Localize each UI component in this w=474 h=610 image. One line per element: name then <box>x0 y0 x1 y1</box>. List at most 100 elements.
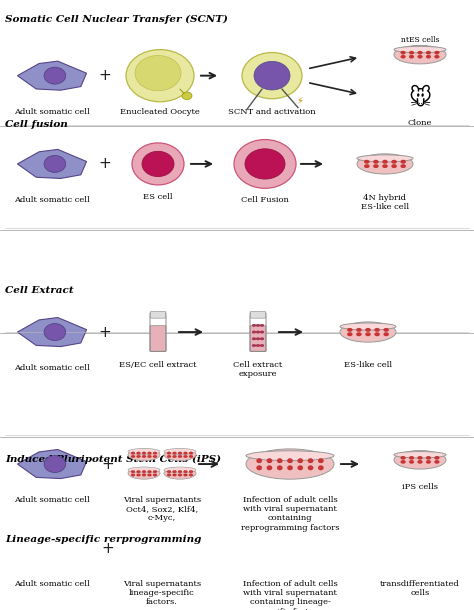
Text: 🐭: 🐭 <box>409 87 432 109</box>
Ellipse shape <box>147 536 152 539</box>
Ellipse shape <box>426 55 431 59</box>
Polygon shape <box>18 450 87 479</box>
Text: Cell fusion: Cell fusion <box>5 120 68 129</box>
Ellipse shape <box>392 164 397 168</box>
Text: SCNT and activation: SCNT and activation <box>228 107 316 116</box>
Ellipse shape <box>277 542 283 547</box>
FancyBboxPatch shape <box>151 312 165 318</box>
Ellipse shape <box>426 456 431 459</box>
Ellipse shape <box>256 331 260 333</box>
Ellipse shape <box>287 465 292 470</box>
Ellipse shape <box>189 452 193 454</box>
Ellipse shape <box>409 461 414 464</box>
Ellipse shape <box>246 533 334 563</box>
Ellipse shape <box>245 149 285 179</box>
Ellipse shape <box>183 470 188 473</box>
Ellipse shape <box>401 55 405 59</box>
Ellipse shape <box>252 337 256 340</box>
Ellipse shape <box>147 452 152 454</box>
Ellipse shape <box>153 455 157 458</box>
Ellipse shape <box>189 470 193 473</box>
Ellipse shape <box>189 554 193 557</box>
Ellipse shape <box>142 474 146 476</box>
Text: ES/EC cell extract: ES/EC cell extract <box>119 361 197 368</box>
Ellipse shape <box>167 539 171 542</box>
Ellipse shape <box>435 51 439 54</box>
Ellipse shape <box>260 324 264 326</box>
Ellipse shape <box>135 56 181 91</box>
Ellipse shape <box>260 337 264 340</box>
Ellipse shape <box>409 55 414 59</box>
Ellipse shape <box>167 554 171 557</box>
Ellipse shape <box>128 551 160 557</box>
Ellipse shape <box>256 337 260 340</box>
Text: ES cell: ES cell <box>143 193 173 201</box>
Ellipse shape <box>164 533 196 539</box>
Ellipse shape <box>409 51 414 54</box>
Ellipse shape <box>189 536 193 539</box>
Ellipse shape <box>164 467 196 479</box>
Ellipse shape <box>183 474 188 476</box>
Polygon shape <box>18 149 87 179</box>
Ellipse shape <box>426 51 431 54</box>
Ellipse shape <box>287 459 292 463</box>
Ellipse shape <box>178 539 182 542</box>
Ellipse shape <box>189 539 193 542</box>
Ellipse shape <box>142 452 146 454</box>
Ellipse shape <box>365 332 371 336</box>
Ellipse shape <box>252 344 256 346</box>
Ellipse shape <box>401 160 406 163</box>
Text: Adult somatic cell: Adult somatic cell <box>14 196 90 204</box>
Ellipse shape <box>182 92 192 99</box>
Text: +: + <box>99 68 111 83</box>
Ellipse shape <box>365 164 369 168</box>
Ellipse shape <box>173 474 176 476</box>
Ellipse shape <box>44 540 66 556</box>
Ellipse shape <box>164 449 196 461</box>
Ellipse shape <box>252 324 256 326</box>
Ellipse shape <box>137 455 140 458</box>
Ellipse shape <box>178 558 182 561</box>
Ellipse shape <box>142 554 146 557</box>
Ellipse shape <box>189 455 193 458</box>
Ellipse shape <box>142 536 146 539</box>
Ellipse shape <box>374 164 378 168</box>
Ellipse shape <box>318 465 323 470</box>
Ellipse shape <box>173 539 176 542</box>
Ellipse shape <box>137 536 140 539</box>
Text: Adult somatic cell: Adult somatic cell <box>14 364 90 372</box>
Ellipse shape <box>287 542 292 547</box>
Ellipse shape <box>183 455 188 458</box>
Text: Adult somatic cell: Adult somatic cell <box>14 496 90 504</box>
Ellipse shape <box>147 474 152 476</box>
Ellipse shape <box>267 542 272 547</box>
Ellipse shape <box>256 344 260 346</box>
Ellipse shape <box>298 550 303 554</box>
Ellipse shape <box>167 470 171 473</box>
Ellipse shape <box>44 323 66 340</box>
Ellipse shape <box>418 461 422 464</box>
Ellipse shape <box>434 558 440 562</box>
Ellipse shape <box>189 474 193 476</box>
Ellipse shape <box>298 459 303 463</box>
FancyBboxPatch shape <box>250 312 265 318</box>
Ellipse shape <box>256 542 262 547</box>
Ellipse shape <box>164 551 196 563</box>
Ellipse shape <box>256 465 262 470</box>
Ellipse shape <box>132 143 184 185</box>
Ellipse shape <box>406 530 412 534</box>
Ellipse shape <box>246 535 334 545</box>
Ellipse shape <box>287 550 292 554</box>
Ellipse shape <box>178 452 182 454</box>
Ellipse shape <box>394 46 446 53</box>
Ellipse shape <box>128 551 160 563</box>
FancyBboxPatch shape <box>150 326 166 351</box>
Ellipse shape <box>308 465 313 470</box>
Ellipse shape <box>396 540 402 544</box>
Ellipse shape <box>356 332 361 336</box>
Polygon shape <box>18 61 87 90</box>
Text: transdifferentiated
cells: transdifferentiated cells <box>380 580 460 597</box>
Text: Infection of adult cells
with viral supernatant
containing
reprogramming factors: Infection of adult cells with viral supe… <box>241 496 339 531</box>
Ellipse shape <box>153 470 157 473</box>
Ellipse shape <box>267 459 272 463</box>
